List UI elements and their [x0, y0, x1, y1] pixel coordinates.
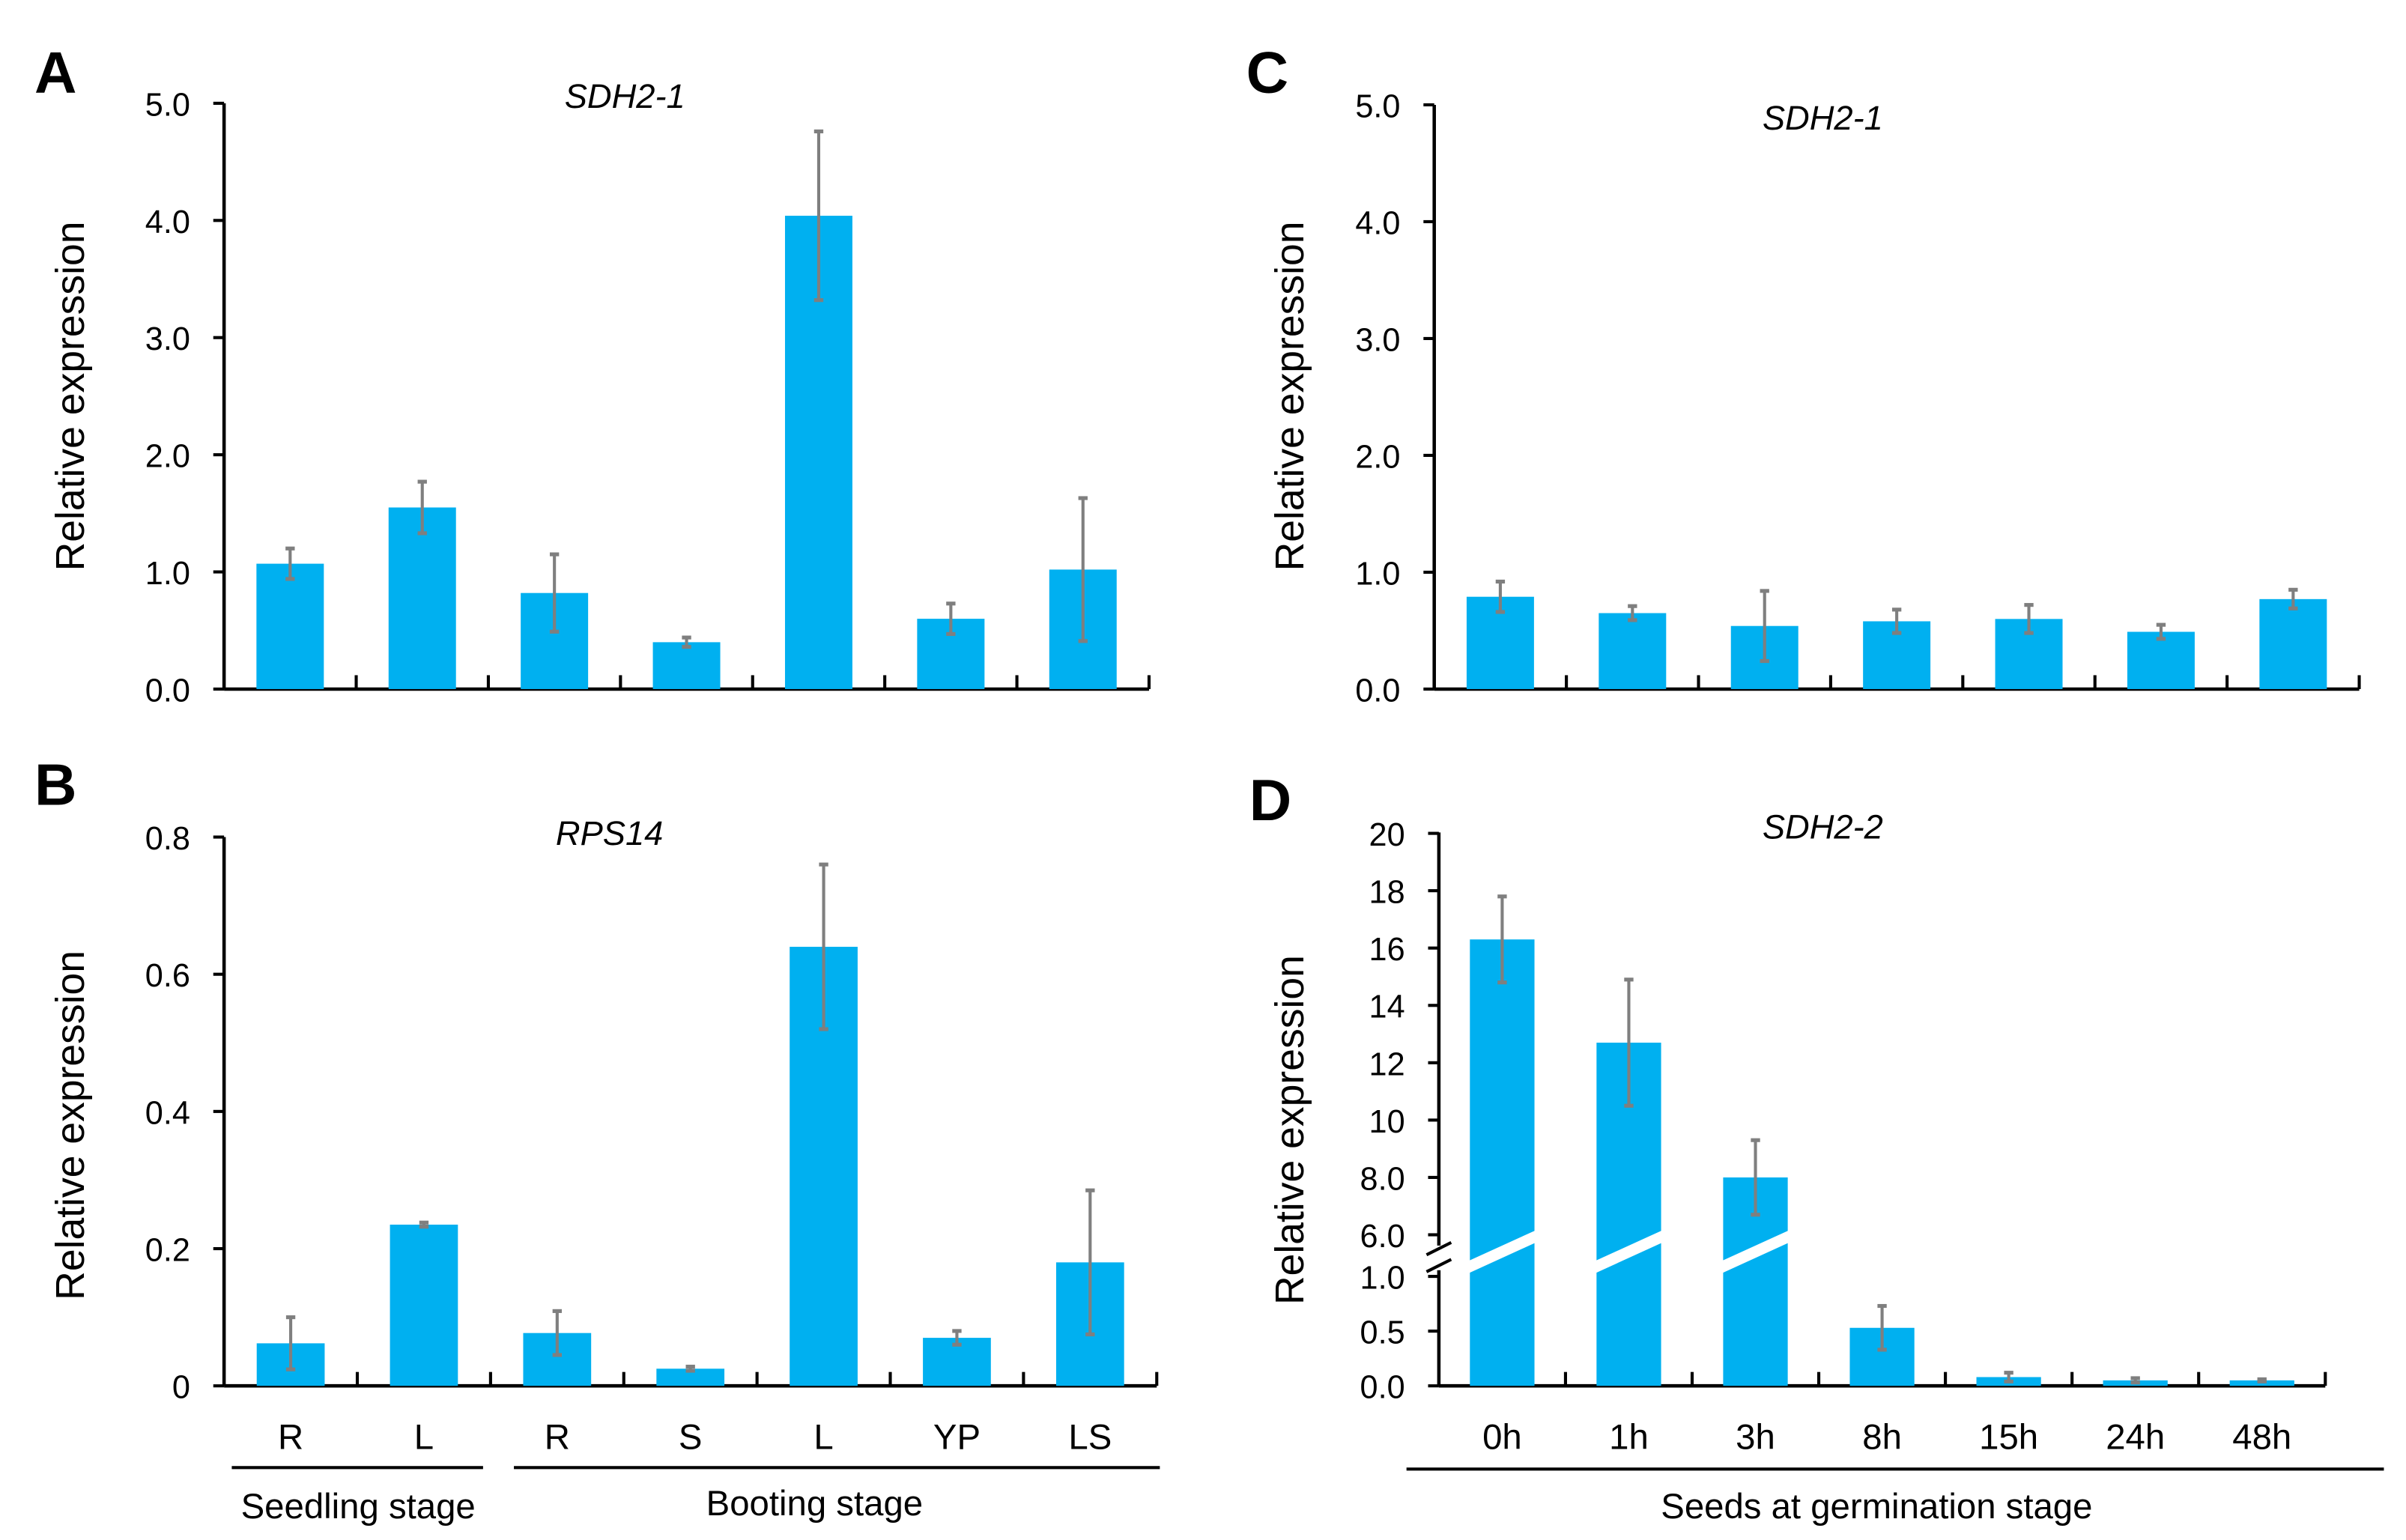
panel-d: D SDH2-2 Relative expression Seeds at ge…: [1249, 767, 2384, 1527]
bar-break-d: [1468, 1230, 1536, 1273]
y-tick-label-b: 0: [172, 1370, 190, 1406]
chart-title-b: RPS14: [556, 814, 663, 852]
y-tick-label-a: 5.0: [145, 87, 190, 123]
x-tick-label-b: L: [813, 1418, 833, 1458]
y-axis-label-b: Relative expression: [49, 951, 93, 1300]
bar-c-1h: [1599, 613, 1667, 689]
group-label-seedling: Seedling stage: [241, 1487, 476, 1527]
x-tick-label-d: 15h: [1979, 1418, 2038, 1458]
x-tick-label-b: R: [545, 1418, 570, 1458]
y-tick-label-a: 1.0: [145, 556, 190, 592]
bar-d-0h: [1470, 939, 1535, 1386]
bar-a-S: [652, 642, 721, 689]
y-tick-label-c: 0.0: [1355, 673, 1400, 709]
y-tick-label-c: 4.0: [1355, 205, 1400, 241]
bar-c-24h: [2127, 631, 2195, 689]
panel-b: B RPS14 Relative expression 0 0.2 0.4 0.6 0.…: [34, 751, 1159, 1458]
x-tick-label-d: 0h: [1482, 1418, 1522, 1458]
y-tick-label-a: 0.0: [145, 673, 190, 709]
y-tick-label-c: 1.0: [1355, 556, 1400, 592]
x-axis-label-d: Seeds at germination stage: [1661, 1487, 2092, 1527]
bar-c-48h: [2259, 598, 2327, 689]
y-tick-label-d: 10: [1369, 1104, 1405, 1140]
bar-a-L: [388, 507, 456, 689]
x-tick-label-d: 1h: [1609, 1418, 1649, 1458]
x-tick-label-d: 48h: [2232, 1418, 2291, 1458]
y-tick-label-b: 0.4: [145, 1095, 190, 1131]
y-tick-label-d: 16: [1369, 932, 1405, 968]
bar-break-d: [1721, 1230, 1790, 1273]
y-tick-label-d: 14: [1369, 989, 1405, 1025]
x-tick-label-d: 3h: [1736, 1418, 1775, 1458]
bar-b-S: [656, 1368, 725, 1386]
y-tick-label-a: 4.0: [145, 204, 190, 240]
axis-break-mark: [1425, 1258, 1452, 1273]
bar-a-R: [256, 563, 324, 689]
y-tick-label-d: 6.0: [1360, 1219, 1405, 1255]
y-tick-label-d: 0.5: [1360, 1315, 1405, 1351]
panel-c: C SDH2-1 Relative expression 0.0 1.0 2.0 3.…: [1246, 39, 2361, 709]
y-tick-label-d: 12: [1369, 1046, 1405, 1082]
bar-b-L: [390, 1224, 458, 1386]
panel-label-b: B: [34, 751, 76, 817]
y-tick-label-d: 1.0: [1360, 1261, 1405, 1297]
y-tick-label-b: 0.6: [145, 958, 190, 994]
bar-break-d: [1595, 1230, 1663, 1273]
y-axis-label-a: Relative expression: [49, 221, 93, 571]
x-tick-label-b: S: [679, 1418, 703, 1458]
y-axis-label-c: Relative expression: [1268, 221, 1312, 571]
y-tick-label-b: 0.2: [145, 1232, 190, 1268]
group-labels-b: Seedling stage Booting stage: [231, 1466, 1160, 1527]
x-tick-label-d: 8h: [1862, 1418, 1902, 1458]
panel-label-a: A: [34, 39, 76, 105]
chart-title-a: SDH2-1: [565, 77, 685, 115]
chart-title-c: SDH2-1: [1763, 99, 1883, 137]
chart-title-d: SDH2-2: [1763, 808, 1883, 846]
y-tick-label-d: 20: [1369, 817, 1405, 853]
y-tick-label-c: 2.0: [1355, 439, 1400, 475]
y-tick-label-d: 18: [1369, 875, 1405, 911]
y-tick-label-d: 0.0: [1360, 1370, 1405, 1406]
y-tick-label-a: 3.0: [145, 321, 190, 357]
y-tick-label-c: 5.0: [1355, 88, 1400, 124]
panel-a: A SDH2-1 Relative expression 0.0 1.0 2.0 3.…: [34, 39, 1151, 709]
y-axis-label-d: Relative expression: [1268, 955, 1312, 1305]
x-tick-label-d: 24h: [2106, 1418, 2165, 1458]
axis-break-mark: [1425, 1240, 1452, 1257]
x-tick-label-b: LS: [1068, 1418, 1112, 1458]
x-tick-label-b: YP: [933, 1418, 981, 1458]
x-tick-label-b: L: [414, 1418, 434, 1458]
panel-label-c: C: [1246, 39, 1288, 105]
y-tick-label-a: 2.0: [145, 439, 190, 475]
y-tick-label-c: 3.0: [1355, 322, 1400, 358]
panel-label-d: D: [1249, 767, 1291, 833]
group-label-booting: Booting stage: [706, 1484, 923, 1524]
y-tick-label-d: 8.0: [1360, 1161, 1405, 1197]
y-tick-label-b: 0.8: [145, 821, 190, 857]
x-tick-label-b: R: [278, 1418, 303, 1458]
